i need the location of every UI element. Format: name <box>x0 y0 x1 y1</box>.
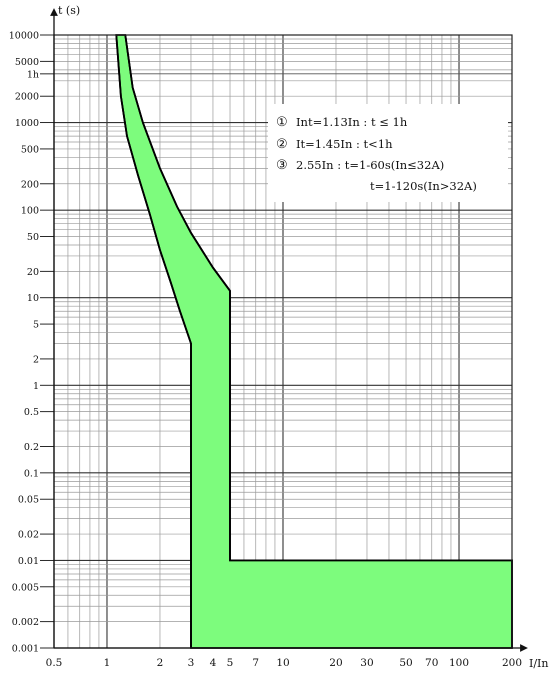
annotation-text-3: 2.55In : t=1-60s(In≤32A) <box>296 158 444 172</box>
x-tick-label: 10 <box>276 657 289 669</box>
y-tick-label: 2000 <box>15 92 39 103</box>
x-tick-label: 30 <box>360 657 373 669</box>
x-tick-label: 70 <box>425 657 438 669</box>
upper-boundary-line <box>124 34 513 648</box>
lower-boundary-line <box>115 34 192 648</box>
x-tick-label: 1 <box>104 657 111 669</box>
annotation-legend: ① Int=1.13In : t ≤ 1h ② It=1.45In : t<1h… <box>268 104 508 202</box>
y-tick-label: 1000 <box>15 118 39 129</box>
y-tick-label: 0.1 <box>24 468 39 479</box>
y-tick-label: 1h <box>27 69 39 80</box>
y-tick-label: 10000 <box>9 31 39 42</box>
x-tick-label: 4 <box>210 657 217 669</box>
annotation-text-4: t=1-120s(In>32A) <box>370 179 477 193</box>
annotation-marker-2: ② <box>276 137 288 152</box>
y-tick-label: 0.001 <box>12 644 39 655</box>
y-tick-label: 5 <box>33 320 39 331</box>
annotation-text-2: It=1.45In : t<1h <box>296 137 393 151</box>
annotation-marker-3: ③ <box>276 158 288 173</box>
y-tick-label: 20 <box>27 267 39 278</box>
annotation-background <box>268 104 508 202</box>
x-tick-label: 3 <box>188 657 195 669</box>
y-tick-label: 200 <box>21 179 39 190</box>
x-tick-label: 2 <box>157 657 164 669</box>
x-tick-label: 50 <box>399 657 412 669</box>
y-tick-label: 500 <box>21 144 39 155</box>
x-tick-label: 5 <box>227 657 234 669</box>
y-tick-label: 0.005 <box>12 582 39 593</box>
x-axis-label: I/In <box>529 657 548 670</box>
y-tick-label: 0.2 <box>24 442 39 453</box>
y-tick-label: 5000 <box>15 57 39 68</box>
y-tick-label: 0.02 <box>18 530 39 541</box>
annotation-marker-1: ① <box>276 115 288 130</box>
x-tick-label: 20 <box>329 657 342 669</box>
x-tick-label: 100 <box>449 657 469 669</box>
y-tick-label: 2 <box>33 354 39 365</box>
x-tick-label: 200 <box>502 657 522 669</box>
y-tick-label: 10 <box>27 293 39 304</box>
y-tick-label: 50 <box>27 232 39 243</box>
y-tick-label: 0.5 <box>24 407 39 418</box>
y-tick-label: 0.05 <box>18 495 39 506</box>
x-tick-label: 7 <box>252 657 259 669</box>
axes <box>50 8 528 652</box>
x-tick-label: 0.5 <box>46 657 63 669</box>
y-tick-label: 0.01 <box>18 556 39 567</box>
x-tick-labels: 0.5 1 2 3 4 5 7 10 20 30 50 70 100 200 <box>46 657 522 669</box>
y-axis-label: t (s) <box>58 4 80 17</box>
annotation-text-1: Int=1.13In : t ≤ 1h <box>296 115 408 129</box>
y-tick-label: 0.002 <box>12 617 39 628</box>
y-tick-label: 100 <box>21 206 39 217</box>
y-tick-label: 1 <box>33 381 39 392</box>
